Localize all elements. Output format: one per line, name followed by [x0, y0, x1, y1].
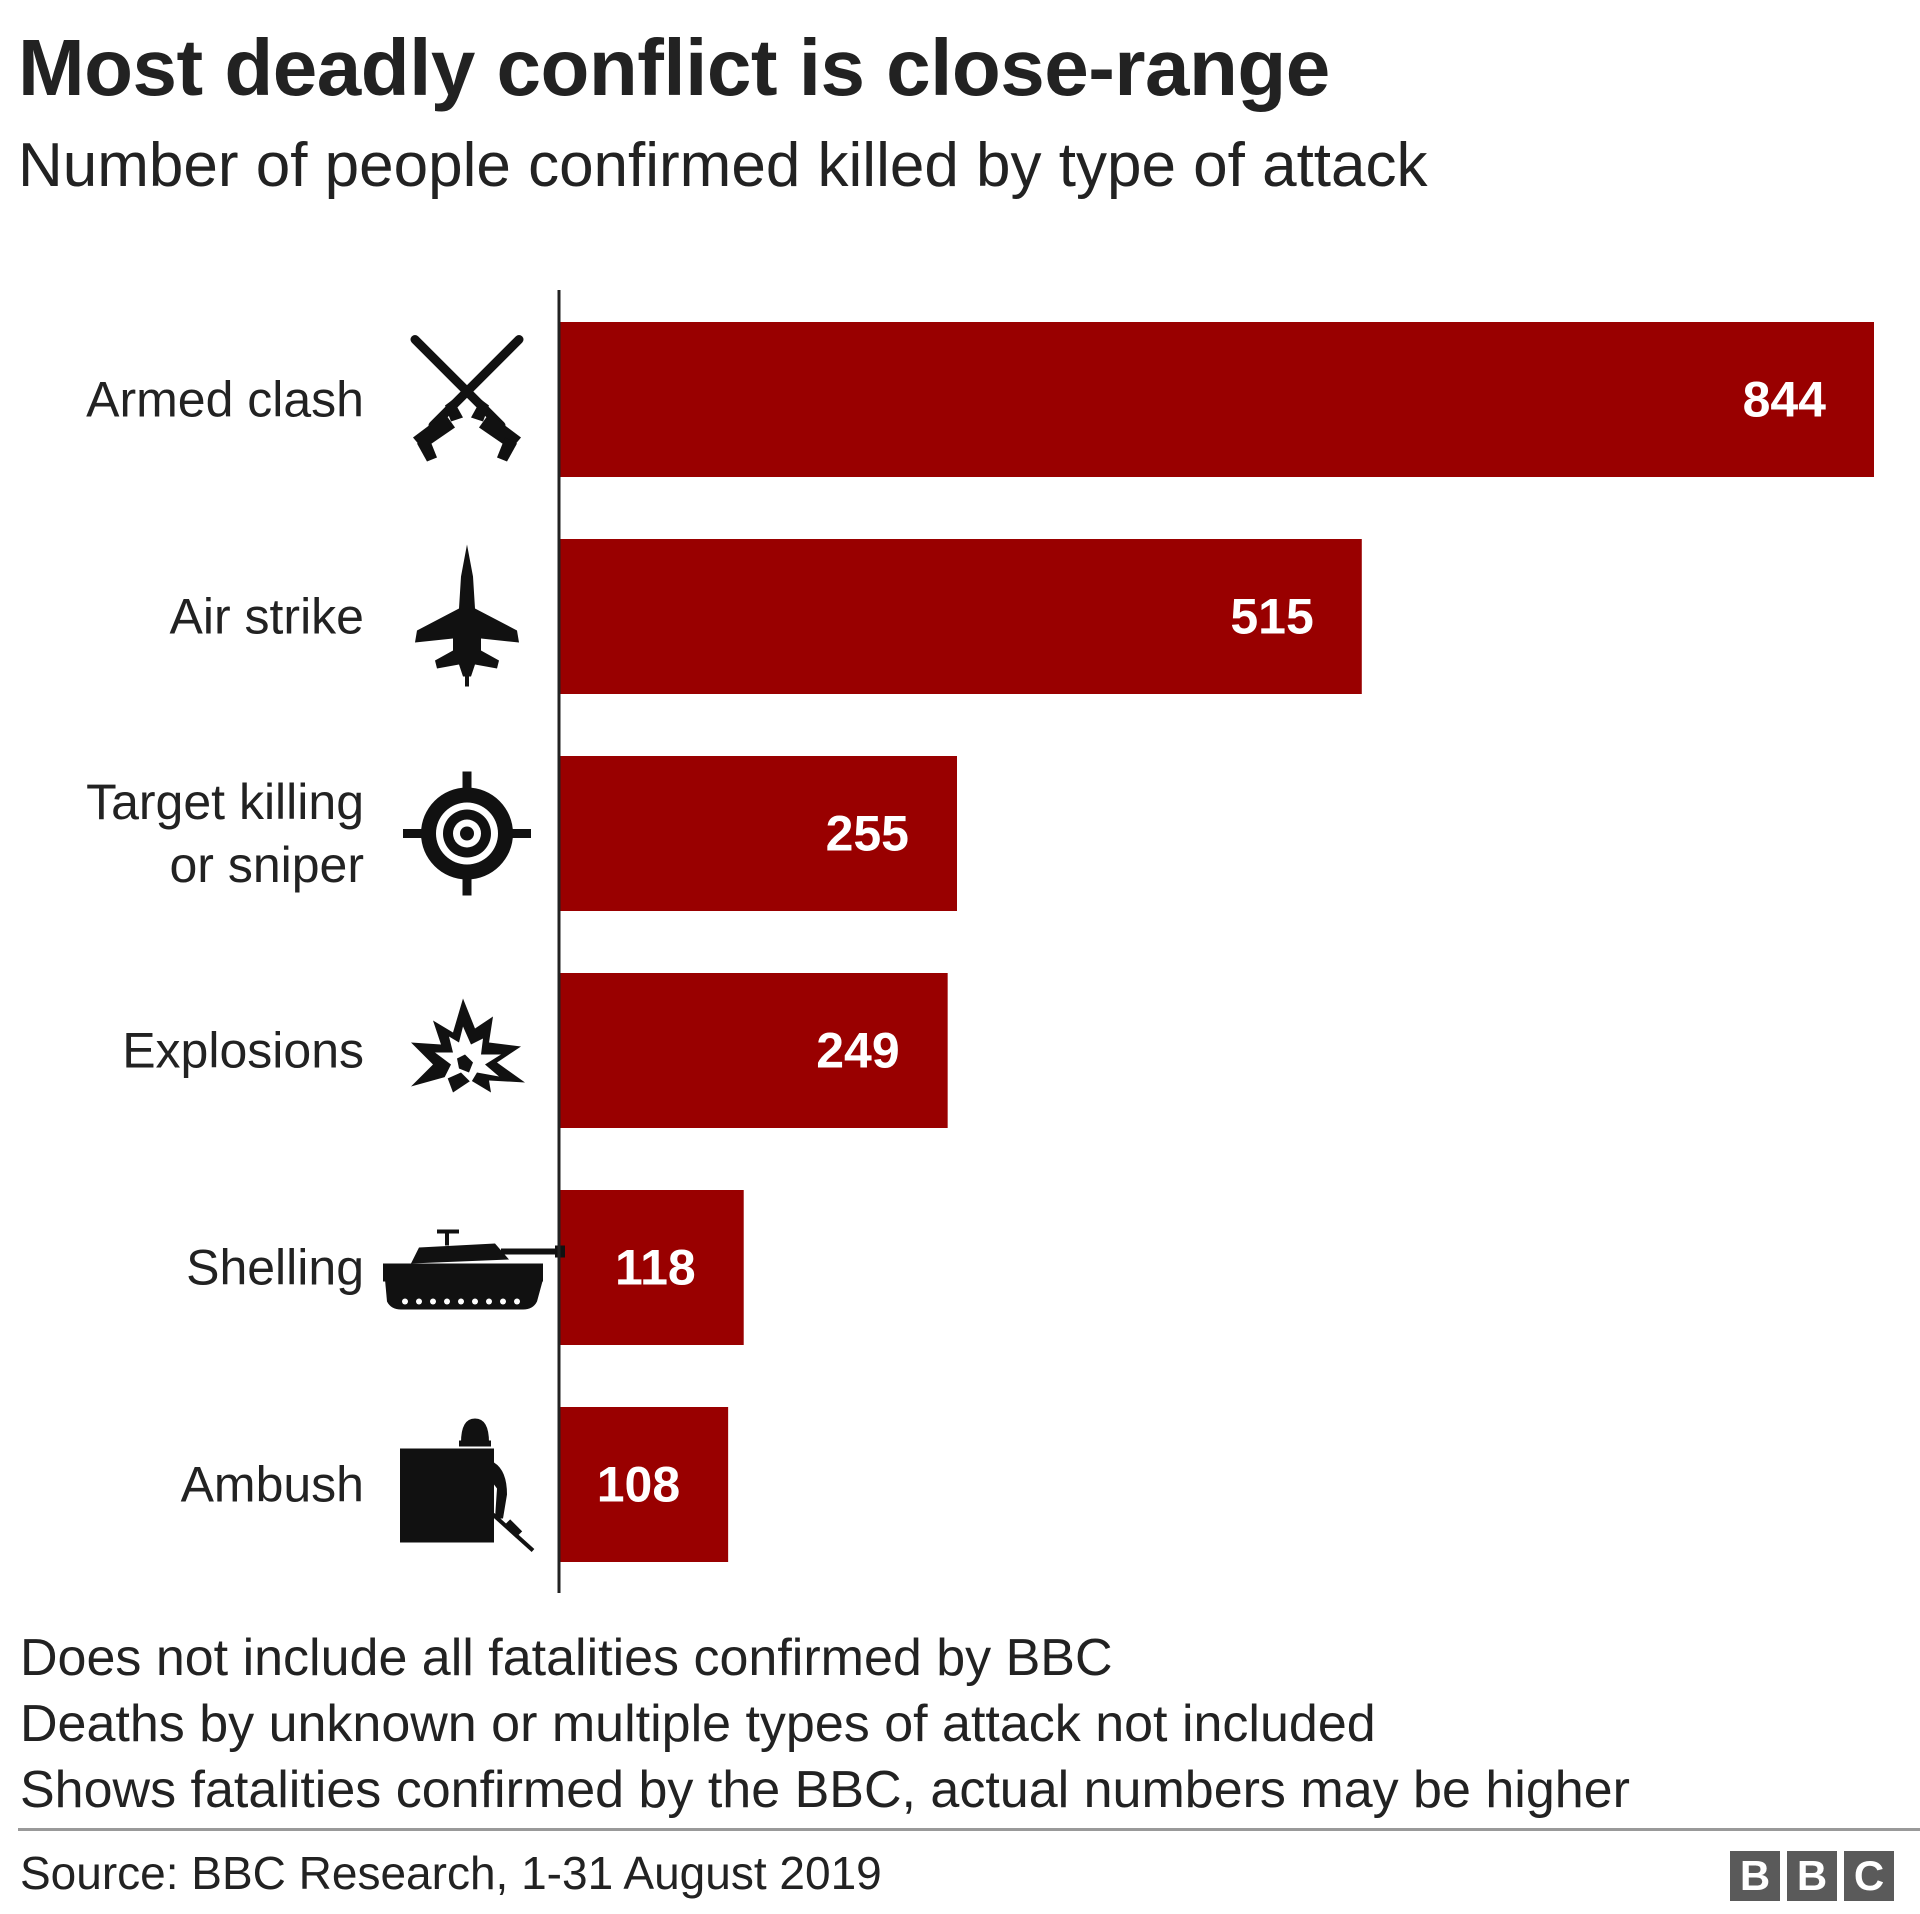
bar-value-label: 255	[826, 806, 909, 862]
logo-letter: B	[1730, 1851, 1780, 1901]
category-label: Target killing or sniper	[86, 774, 364, 893]
footnotes: Does not include all fatalities confirme…	[20, 1625, 1630, 1823]
bbc-logo: B B C	[1730, 1851, 1894, 1901]
crossed-rifles-icon	[410, 335, 524, 462]
bar-value-label: 118	[615, 1240, 696, 1296]
bar	[560, 756, 958, 911]
category-label: Shelling	[186, 1240, 364, 1296]
bar-value-label: 108	[597, 1457, 680, 1513]
chart-subtitle: Number of people confirmed killed by typ…	[18, 131, 1428, 200]
bar	[560, 322, 1874, 477]
category-label-line: Target killing	[86, 774, 364, 830]
ambush-soldier-icon	[400, 1418, 535, 1552]
bar-chart: 844 Armed clash 515 Air strike 255 Target kil…	[86, 290, 1874, 1593]
bar-value-label: 844	[1743, 372, 1827, 428]
source-text: Source: BBC Research, 1-31 August 2019	[20, 1847, 882, 1899]
bar	[560, 1190, 744, 1345]
explosion-icon	[411, 998, 525, 1093]
footnote: Does not include all fatalities confirme…	[20, 1629, 1113, 1687]
bar-value-label: 515	[1230, 589, 1313, 645]
category-label: Air strike	[170, 589, 364, 645]
bar	[560, 973, 948, 1128]
category-label: Ambush	[181, 1457, 364, 1513]
bar	[560, 1407, 729, 1562]
category-label-line: or sniper	[169, 837, 364, 893]
footnote: Deaths by unknown or multiple types of a…	[20, 1695, 1376, 1753]
bar	[560, 539, 1362, 694]
tank-icon	[383, 1229, 565, 1310]
category-label-line: Air strike	[170, 589, 364, 645]
fighter-jet-icon	[415, 544, 519, 687]
chart-title: Most deadly conflict is close-range	[18, 23, 1330, 112]
category-label: Explosions	[122, 1023, 364, 1079]
footer-divider	[18, 1828, 1920, 1831]
category-label-line: Ambush	[181, 1457, 364, 1513]
category-label: Armed clash	[86, 372, 364, 428]
logo-letter: B	[1787, 1851, 1837, 1901]
logo-letter: C	[1844, 1851, 1894, 1901]
crosshair-icon	[403, 771, 531, 896]
footnote: Shows fatalities confirmed by the BBC, a…	[20, 1761, 1630, 1819]
category-label-line: Explosions	[122, 1023, 364, 1079]
bar-value-label: 249	[816, 1023, 899, 1079]
category-label-line: Armed clash	[86, 372, 364, 428]
category-label-line: Shelling	[186, 1240, 364, 1296]
